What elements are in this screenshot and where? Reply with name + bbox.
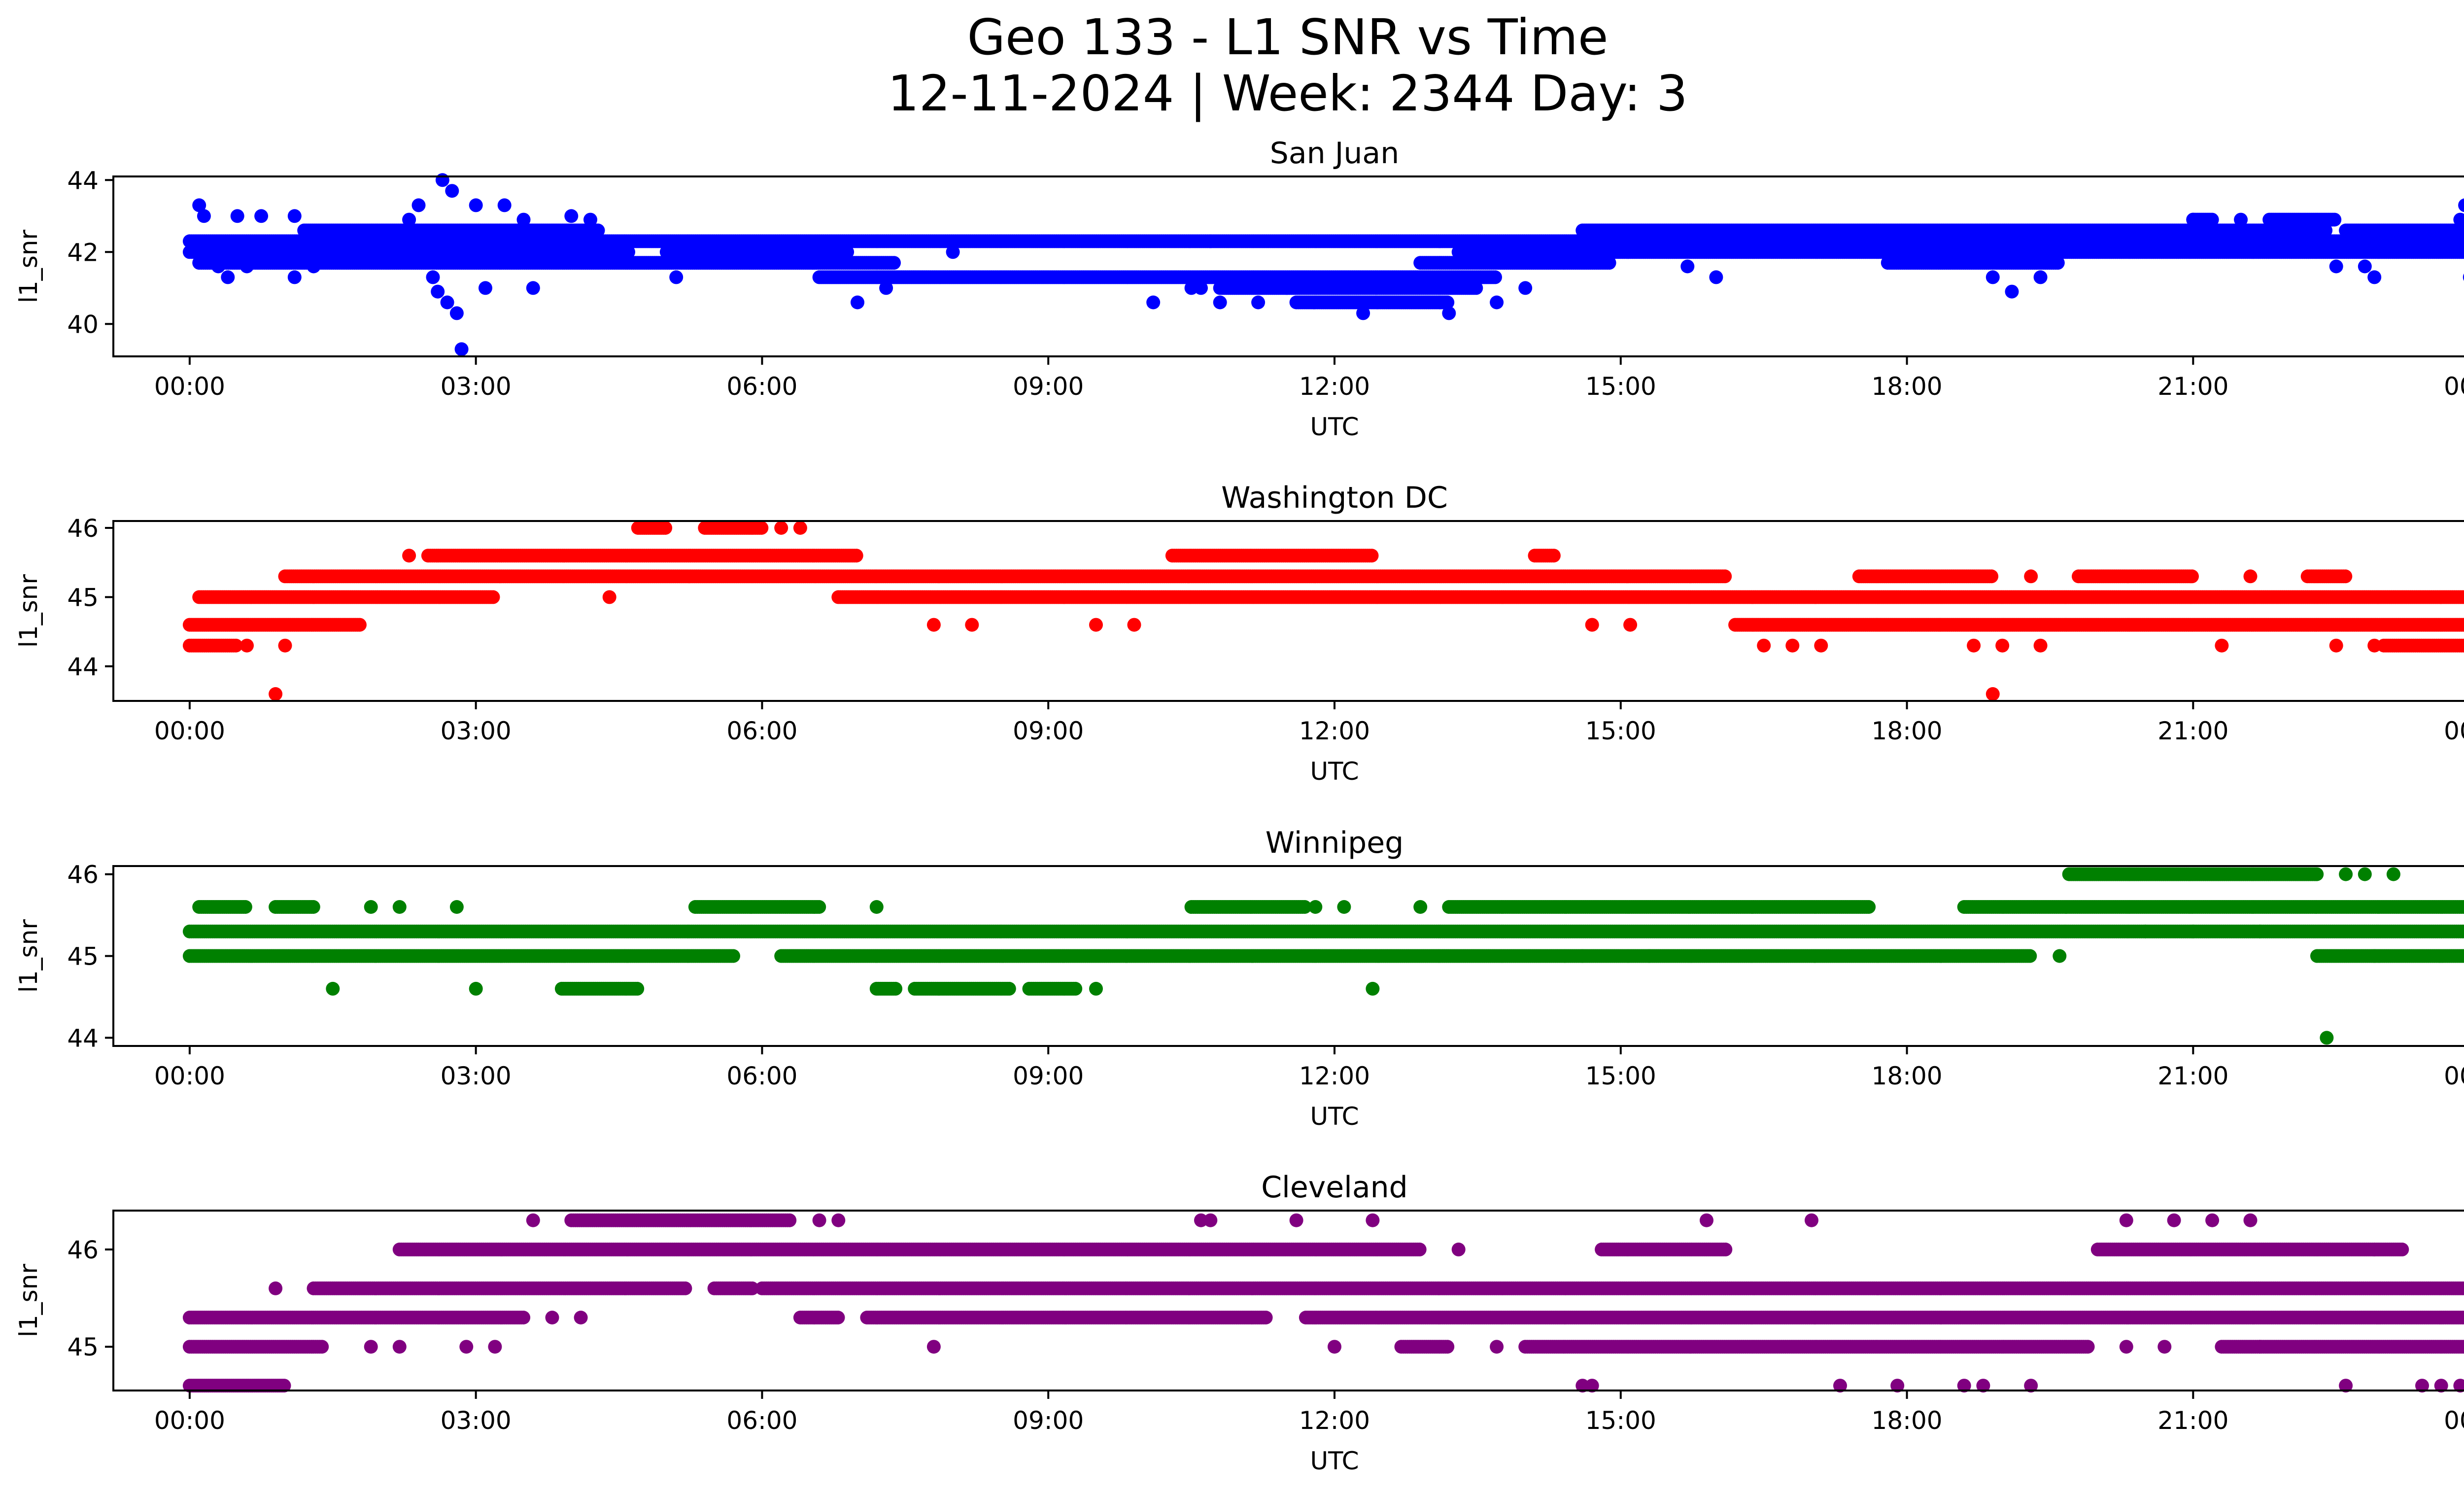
data-point <box>1280 281 1294 295</box>
data-point <box>1680 259 1695 274</box>
data-point <box>516 212 531 227</box>
data-point <box>435 173 449 187</box>
data-point <box>2234 212 2248 227</box>
data-point <box>1442 306 1456 320</box>
data-point <box>2367 270 2382 284</box>
data-series-san-juan <box>182 173 2464 356</box>
y-tick-label: 42 <box>67 238 99 267</box>
data-point <box>1194 281 1208 295</box>
y-tick-label: 40 <box>67 310 99 339</box>
data-point <box>2358 259 2372 274</box>
data-point <box>583 212 597 227</box>
data-point <box>230 209 244 223</box>
x-tick-label: 09:00 <box>1013 372 1084 401</box>
data-point <box>240 259 254 274</box>
data-point <box>402 212 416 227</box>
x-tick-label: 03:00 <box>441 372 512 401</box>
data-point <box>564 209 579 223</box>
data-series-washington-dc <box>182 521 2464 701</box>
y-tick-label: 44 <box>67 166 99 195</box>
data-point <box>254 209 269 223</box>
data-point <box>469 198 483 212</box>
data-point <box>440 295 454 310</box>
data-point <box>497 198 512 212</box>
data-point <box>2033 270 2048 284</box>
data-point <box>211 259 225 274</box>
data-point <box>287 270 302 284</box>
figure-title: Geo 133 - L1 SNR vs Time <box>967 8 1608 66</box>
data-point <box>1575 252 1590 266</box>
data-point <box>2205 212 2219 227</box>
x-tick-label: 06:00 <box>726 372 797 401</box>
data-point <box>1490 295 1504 310</box>
chart-panel-san-juan: San Juan 00:00 03:00 06:00 09:00 12:00 15:00 18… <box>14 136 2464 441</box>
panel-title-san-juan: San Juan <box>1270 136 1399 171</box>
data-point <box>426 270 440 284</box>
data-point <box>411 198 426 212</box>
data-point <box>1602 256 1616 270</box>
data-point <box>479 281 492 295</box>
data-point <box>946 245 960 259</box>
data-point <box>486 590 500 604</box>
data-point <box>1488 270 1502 284</box>
x-axis-label: UTC <box>1310 413 1359 441</box>
data-point <box>307 259 321 274</box>
data-point <box>449 306 464 320</box>
data-point <box>1709 270 1723 284</box>
data-point <box>1213 295 1227 310</box>
data-point <box>621 245 635 259</box>
data-point <box>1469 281 1483 295</box>
data-point <box>2051 256 2065 270</box>
data-point <box>526 281 540 295</box>
data-point <box>2186 212 2200 227</box>
data-point <box>2005 284 2019 299</box>
data-point <box>221 270 235 284</box>
data-point <box>1203 234 1218 248</box>
data-point <box>887 256 901 270</box>
x-tick-label: 00:00 <box>2444 372 2464 401</box>
data-point <box>1900 234 1914 248</box>
data-point <box>197 209 211 223</box>
data-point <box>1251 295 1266 310</box>
data-point <box>840 245 855 259</box>
data-point <box>287 209 302 223</box>
data-point <box>669 270 684 284</box>
panel-title-washington-dc: Washington DC <box>1221 481 1448 515</box>
x-tick-label: 00:00 <box>154 372 225 401</box>
data-point <box>879 281 893 295</box>
data-point <box>454 342 469 356</box>
y-axis-label: l1_snr <box>14 230 43 303</box>
data-point <box>1356 306 1370 320</box>
x-tick-label: 18:00 <box>1872 372 1943 401</box>
data-point <box>1985 270 2000 284</box>
data-point <box>2327 212 2342 227</box>
data-point <box>2458 198 2464 212</box>
x-tick-label: 12:00 <box>1299 372 1370 401</box>
data-point <box>445 184 459 198</box>
figure-subtitle: 12-11-2024 | Week: 2344 Day: 3 <box>888 65 1688 122</box>
data-point <box>851 295 864 310</box>
x-tick-label: 21:00 <box>2157 372 2228 401</box>
data-point <box>431 284 445 299</box>
x-tick-label: 15:00 <box>1585 372 1656 401</box>
data-point <box>1146 295 1161 310</box>
data-point <box>2329 259 2343 274</box>
data-point <box>1518 281 1533 295</box>
